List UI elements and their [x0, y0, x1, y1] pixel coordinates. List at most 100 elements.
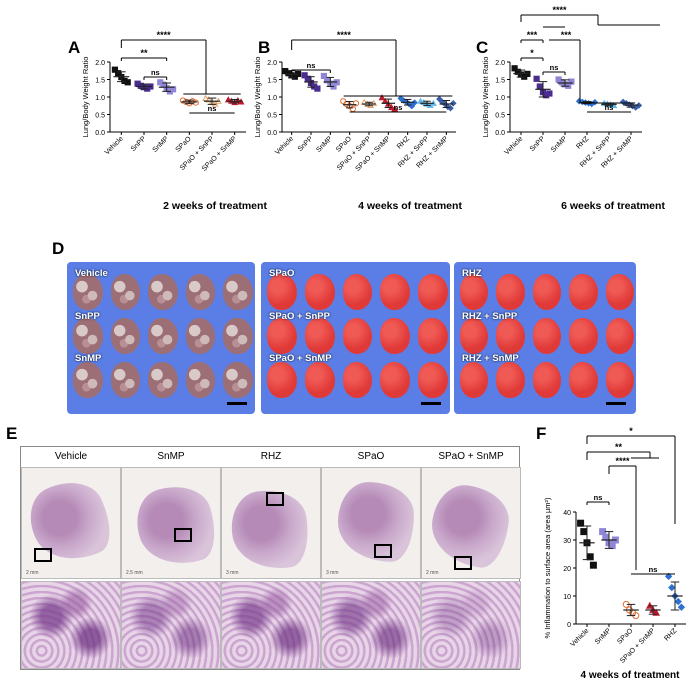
lung-lobe	[148, 362, 178, 398]
histology-overview: 2 mm	[21, 467, 121, 579]
data-point	[674, 597, 682, 606]
histology-title: SPaO	[357, 451, 385, 462]
data-point	[349, 105, 356, 113]
x-tick-label: SnMP	[594, 627, 613, 646]
data-point	[599, 528, 607, 536]
caption-f: 4 weeks of treatment	[581, 670, 681, 681]
photo-label-spao: SPaO	[269, 268, 295, 279]
photo-label-snmp: SnMP	[75, 353, 102, 364]
significance-label: ns	[307, 61, 316, 70]
x-tick-label: Vehicle	[503, 135, 524, 156]
lung-lobe	[460, 362, 489, 398]
y-tick-label: 2.0	[267, 60, 277, 67]
x-tick-label: SPaO	[616, 627, 635, 646]
y-tick-label: 40	[563, 510, 571, 517]
chart-a: 0.0 0.5 1.0 1.5 2.0 Lung/Body Weight Ratio Veh…	[81, 30, 246, 173]
histology-title: RHZ	[260, 451, 282, 462]
photo-label-rhz-snpp: RHZ + SnPP	[462, 311, 518, 322]
lung-lobe	[110, 274, 141, 310]
photo-label-vehicle: Vehicle	[75, 268, 108, 279]
x-tick-label: Vehicle	[104, 135, 125, 156]
photo-label-rhz: RHZ	[462, 268, 482, 279]
significance-label: ***	[527, 30, 538, 40]
significance-label: **	[140, 48, 148, 58]
chart-f: 0 10 20 30 40 % Inflammation to surface area …	[543, 426, 686, 681]
lung-lobe	[223, 318, 253, 354]
histology-zoom	[121, 581, 221, 669]
significance-label: ns	[550, 63, 559, 72]
lung-lobe	[418, 318, 448, 354]
lung-lobe	[605, 274, 634, 310]
lung-lobe	[569, 274, 598, 310]
x-tick-label: SPaO + SnMP	[354, 135, 392, 173]
y-axis-label: Lung/Body Weight Ratio	[481, 57, 490, 138]
data-point	[340, 98, 347, 105]
y-tick-label: 1.0	[267, 95, 277, 102]
y-tick-label: 30	[563, 538, 571, 545]
lung-lobe	[73, 362, 103, 398]
chart-c: 0.0 0.5 1.0 1.5 2.0 Lung/Body Weight Ratio Veh…	[481, 5, 660, 170]
scale-label: 2 mm	[26, 570, 39, 576]
photo-label-snpp: SnPP	[75, 311, 100, 322]
y-tick-label: 0.0	[267, 130, 277, 137]
significance-label: ****	[337, 30, 352, 40]
lung-lobe	[110, 362, 141, 398]
lung-lobe	[532, 274, 562, 310]
lung-lobe	[73, 274, 103, 310]
top-charts-svg: 0.0 0.5 1.0 1.5 2.0 Lung/Body Weight Ratio Veh…	[81, 5, 660, 173]
lung-lobe	[496, 274, 525, 310]
data-point	[111, 66, 119, 73]
histology-zoom	[421, 581, 521, 669]
tissue-section	[127, 476, 220, 576]
x-tick-label: SPaO	[175, 135, 194, 154]
histology-overview: 2 mm	[421, 467, 521, 579]
lung-lobe	[342, 274, 373, 310]
y-tick-label: 2.0	[495, 60, 505, 67]
lung-lobe	[380, 362, 411, 398]
data-point	[378, 94, 386, 101]
data-point	[301, 72, 308, 79]
y-tick-label: 1.5	[495, 78, 505, 85]
y-axis-label: Lung/Body Weight Ratio	[253, 57, 262, 138]
histology-title: SnMP	[157, 451, 185, 462]
lung-photo-1: Vehicle SnPP SnMP	[67, 262, 255, 414]
zoom-region-box	[174, 528, 192, 542]
significance-label: ns	[208, 104, 217, 113]
y-tick-label: 0.5	[95, 113, 105, 120]
significance-label: ns	[394, 103, 403, 112]
lung-lobe	[148, 274, 178, 310]
photo-label-spao-snpp: SPaO + SnPP	[269, 311, 330, 322]
caption-a: 2 weeks of treatment	[163, 200, 267, 212]
chart-b: 0.0 0.5 1.0 1.5 2.0 Lung/Body Weight Ratio Veh…	[253, 30, 457, 173]
y-tick-label: 1.0	[95, 95, 105, 102]
y-tick-label: 10	[563, 594, 571, 601]
data-point	[568, 78, 575, 85]
x-tick-label: SnPP	[297, 135, 315, 153]
y-tick-label: 0.0	[495, 130, 505, 137]
lung-lobe	[569, 318, 598, 354]
data-point	[370, 99, 378, 106]
lung-lobe	[532, 362, 562, 398]
y-axis-label: % Inflammation to surface area (area µm²…	[543, 497, 552, 639]
lung-lobe	[380, 274, 411, 310]
data-point	[391, 105, 399, 112]
scale-label: 3 mm	[226, 570, 239, 576]
histology-title: Vehicle	[54, 451, 88, 462]
significance-label: *	[530, 48, 534, 58]
data-point	[205, 96, 213, 103]
lung-lobe	[342, 362, 373, 398]
histology-overview: 3 mm	[321, 467, 421, 579]
data-point	[577, 519, 585, 527]
data-point	[668, 583, 676, 592]
data-point	[546, 90, 553, 97]
significance-label: ***	[561, 30, 572, 40]
lung-lobe	[185, 274, 216, 310]
significance-label: ns	[151, 68, 160, 77]
data-point	[449, 99, 457, 107]
zoom-region-box	[34, 548, 52, 562]
scale-bar	[606, 402, 626, 405]
lung-photo-3: RHZ RHZ + SnPP RHZ + SnMP	[454, 262, 636, 414]
lung-lobe	[267, 274, 297, 310]
x-tick-label: RHZ	[663, 627, 679, 643]
significance-label: ns	[649, 565, 658, 574]
